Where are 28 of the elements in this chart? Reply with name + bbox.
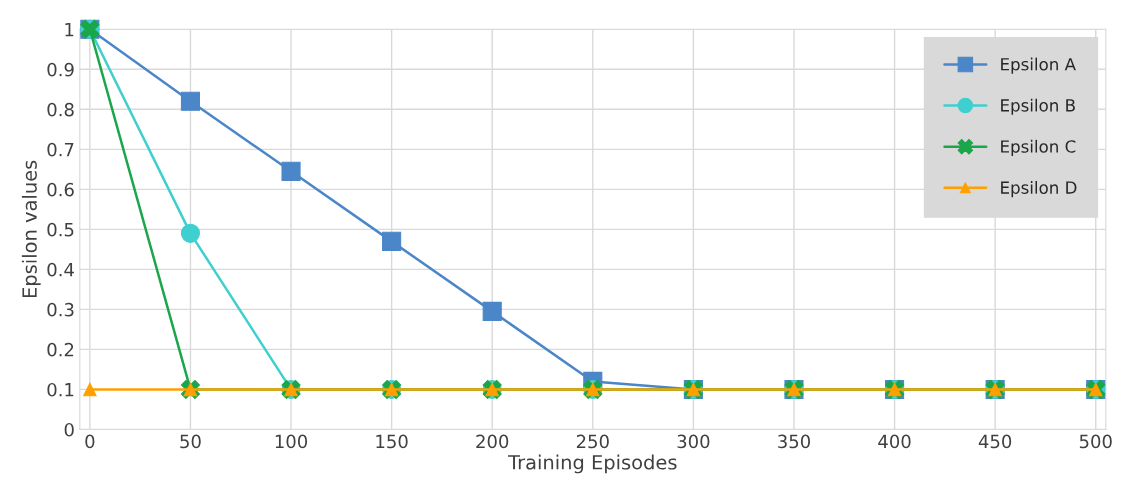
legend-label: Epsilon C: [1001, 139, 1076, 156]
x-tick-label: 100: [275, 434, 308, 449]
y-tick-label: 0.1: [47, 382, 74, 397]
x-axis-title: Training Episodes: [508, 454, 677, 474]
y-tick-label: 1: [65, 22, 74, 37]
y-tick-label: 0.9: [47, 62, 74, 77]
y-axis-title: Epsilon values: [21, 160, 41, 298]
x-tick-label: 250: [576, 434, 609, 449]
legend-label: Epsilon D: [1001, 181, 1077, 198]
y-tick-label: 0.5: [47, 222, 74, 237]
y-tick-label: 0.8: [47, 102, 74, 117]
x-tick-label: 500: [1079, 434, 1112, 449]
y-tick-label: 0.4: [47, 262, 74, 277]
x-tick-label: 350: [778, 434, 811, 449]
y-tick-label: 0.7: [47, 142, 74, 157]
x-tick-label: 450: [978, 434, 1012, 449]
legend-label: Epsilon A: [1001, 57, 1076, 74]
legend-label: Epsilon B: [1001, 98, 1075, 115]
y-tick-label: 0: [64, 422, 74, 437]
x-tick-label: 0: [85, 434, 95, 449]
x-tick-label: 300: [677, 434, 710, 449]
x-tick-label: 150: [376, 434, 408, 449]
y-tick-label: 0.2: [47, 342, 74, 357]
y-tick-label: 0.6: [47, 182, 74, 197]
x-tick-label: 400: [878, 434, 911, 449]
y-tick-label: 0.3: [47, 302, 74, 317]
x-tick-label: 50: [180, 434, 201, 449]
x-tick-label: 200: [476, 434, 509, 449]
